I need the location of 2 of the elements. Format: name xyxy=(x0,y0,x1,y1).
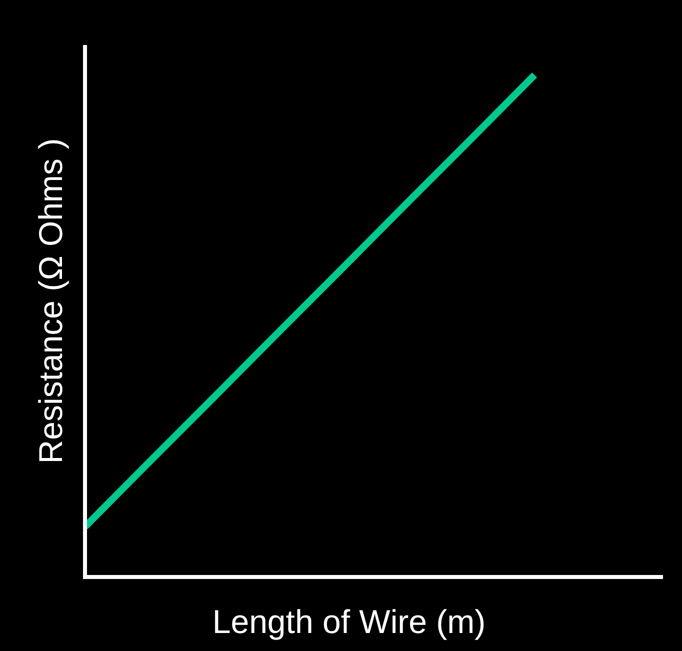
x-axis-title: Length of Wire (m) xyxy=(212,603,486,640)
y-axis-title: Resistance (Ω Ohms ) xyxy=(32,138,69,464)
